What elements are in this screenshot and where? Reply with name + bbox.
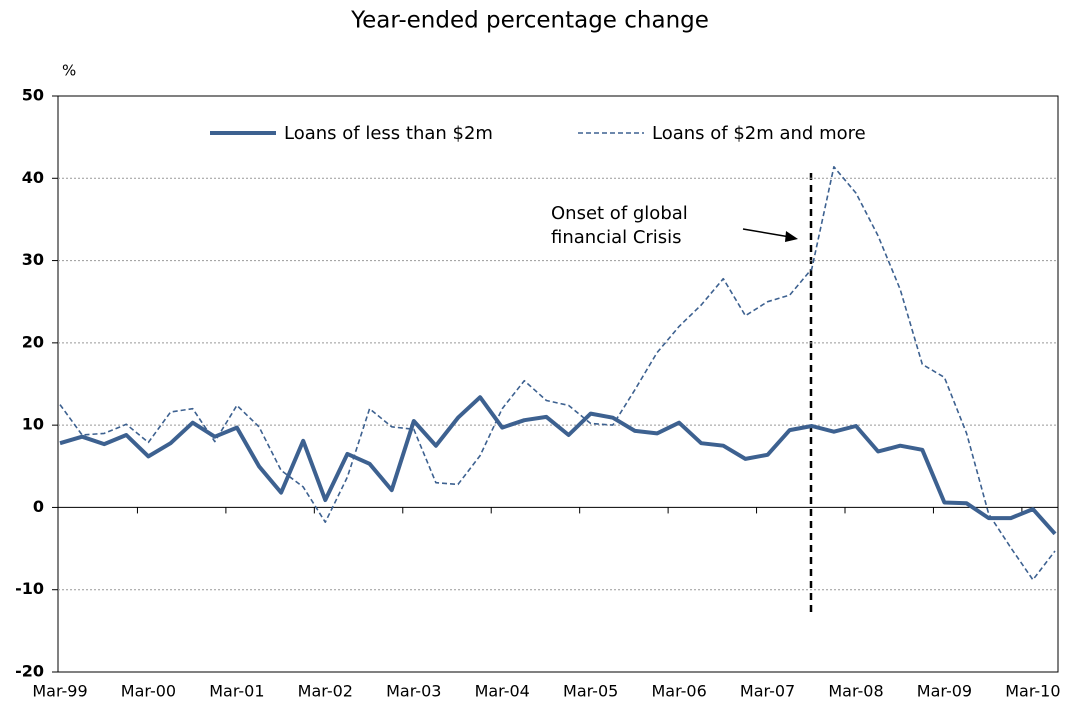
x-tick-label: Mar-08 bbox=[828, 682, 883, 701]
series-line bbox=[59, 395, 1057, 536]
annotation: Onset of global bbox=[551, 203, 688, 224]
y-tick-label: 10 bbox=[22, 415, 44, 434]
y-tick-label: 20 bbox=[22, 332, 44, 351]
chart-title: Year-ended percentage change bbox=[350, 8, 709, 34]
plot-frame bbox=[57, 95, 1059, 673]
series-line bbox=[59, 166, 1056, 581]
y-tick-label: 0 bbox=[33, 497, 44, 516]
legend-label: Loans of less than $2m bbox=[284, 123, 493, 144]
annotation: financial Crisis bbox=[551, 227, 682, 248]
x-tick-label: Mar-00 bbox=[121, 682, 176, 701]
y-tick-label: -10 bbox=[15, 579, 44, 598]
y-tick-label: 50 bbox=[22, 86, 44, 105]
x-tick-label: Mar-02 bbox=[298, 682, 353, 701]
x-tick-label: Mar-09 bbox=[917, 682, 972, 701]
x-tick-label: Mar-07 bbox=[740, 682, 795, 701]
x-tick-label: Mar-06 bbox=[651, 682, 706, 701]
y-tick-label: 40 bbox=[22, 168, 44, 187]
x-tick-label: Mar-99 bbox=[32, 682, 87, 701]
x-tick-label: Mar-03 bbox=[386, 682, 441, 701]
legend-label: Loans of $2m and more bbox=[652, 123, 866, 144]
y-tick-label: 30 bbox=[22, 250, 44, 269]
x-tick-label: Mar-05 bbox=[563, 682, 618, 701]
y-tick-label: -20 bbox=[15, 662, 44, 681]
y-axis-label: % bbox=[62, 62, 76, 80]
arrow-head bbox=[785, 231, 798, 242]
x-tick-label: Mar-04 bbox=[475, 682, 530, 701]
arrow-shaft bbox=[742, 228, 791, 238]
x-tick-label: Mar-01 bbox=[209, 682, 264, 701]
x-tick-label: Mar-10 bbox=[1005, 682, 1060, 701]
